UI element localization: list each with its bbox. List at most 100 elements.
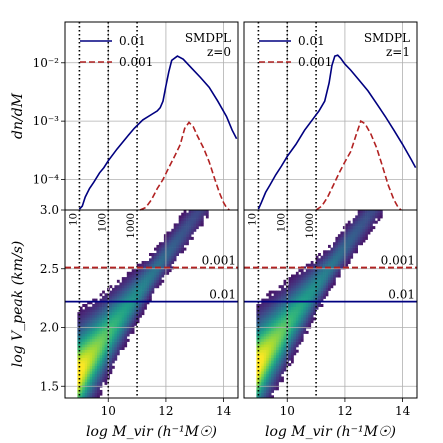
histogram-cell [89,357,93,361]
histogram-cell [77,387,81,391]
histogram-cell [266,347,269,350]
histogram-cell [156,258,160,262]
histogram-cell [134,279,137,283]
histogram-cell [104,333,108,337]
histogram-cell [298,285,302,289]
histogram-cell [300,293,304,297]
histogram-cell [278,301,282,305]
histogram-cell [124,330,128,334]
histogram-cell [266,306,269,310]
histogram-cell [176,247,179,251]
histogram-cell [89,371,93,375]
histogram-cell [112,365,115,369]
histogram-cell [94,349,98,353]
histogram-cell [281,363,284,367]
histogram-cell [372,212,376,216]
histogram-cell [288,330,292,334]
histogram-cell [295,298,299,302]
histogram-cell [188,220,192,224]
histogram-cell [283,290,287,294]
histogram-cell [305,279,309,283]
histogram-cell [295,271,299,275]
histogram-cell [104,368,108,372]
histogram-cell [365,218,368,222]
histogram-cell [151,255,155,259]
histogram-cell [168,231,172,235]
histogram-cell [291,282,294,286]
histogram-cell [347,244,351,248]
histogram-cell [266,360,269,364]
histogram-cell [163,263,167,267]
histogram-cell [266,355,269,358]
histogram-cell [84,309,88,313]
histogram-cell [310,277,314,281]
histogram-cell [323,282,326,286]
histogram-cell [298,328,302,332]
histogram-cell [102,295,105,299]
histogram-cell [109,290,113,294]
histogram-cell [146,290,150,294]
histogram-cell [84,392,88,396]
histogram-cell [268,389,272,393]
histogram-cell [337,239,341,243]
histogram-cell [116,293,120,297]
histogram-cell [92,373,95,377]
histogram-cell [283,349,287,353]
histogram-cell [256,320,260,324]
histogram-cell [268,387,272,391]
histogram-cell [268,290,272,294]
histogram-cell [158,282,162,286]
histogram-cell [144,271,147,275]
histogram-cell [131,325,135,329]
histogram-cell [298,336,302,340]
histogram-cell [300,325,304,329]
histogram-cell [305,274,309,278]
histogram-cell [134,271,137,275]
histogram-cell [89,373,93,377]
histogram-cell [288,285,292,289]
histogram-cell [84,341,88,345]
histogram-cell [362,234,366,238]
histogram-cell [97,306,100,310]
histogram-cell [77,347,81,350]
histogram-cell [146,274,150,278]
histogram-cell [333,277,336,281]
histogram-cell [178,223,182,227]
histogram-cell [149,290,152,294]
histogram-cell [154,277,157,281]
histogram-cell [357,218,361,222]
histogram-cell [291,349,294,353]
histogram-cell [97,373,100,377]
histogram-cell [144,263,147,267]
histogram-cell [263,355,267,358]
histogram-cell [276,333,279,337]
histogram-cell [97,392,100,396]
histogram-cell [104,373,108,377]
histogram-cell [315,295,319,299]
histogram-cell [268,317,272,321]
histogram-cell [149,298,152,302]
histogram-cell [119,285,123,289]
histogram-cell [276,312,279,316]
histogram-cell [308,317,312,321]
histogram-cell [104,322,108,326]
histogram-cell [367,215,371,219]
histogram-cell [261,357,265,361]
histogram-cell [261,352,265,356]
histogram-cell [303,309,307,313]
histogram-cell [291,277,294,281]
histogram-cell [188,210,192,213]
histogram-cell [271,341,274,345]
histogram-cell [181,220,184,224]
histogram-cell [149,258,152,262]
histogram-cell [263,349,267,353]
histogram-cell [261,333,265,337]
histogram-cell [313,306,316,310]
histogram-cell [92,298,95,302]
histogram-cell [178,234,182,238]
histogram-cell [87,368,90,372]
histogram-cell [129,317,133,321]
histogram-cell [87,322,90,326]
histogram-cell [325,271,329,275]
histogram-cell [268,338,272,342]
